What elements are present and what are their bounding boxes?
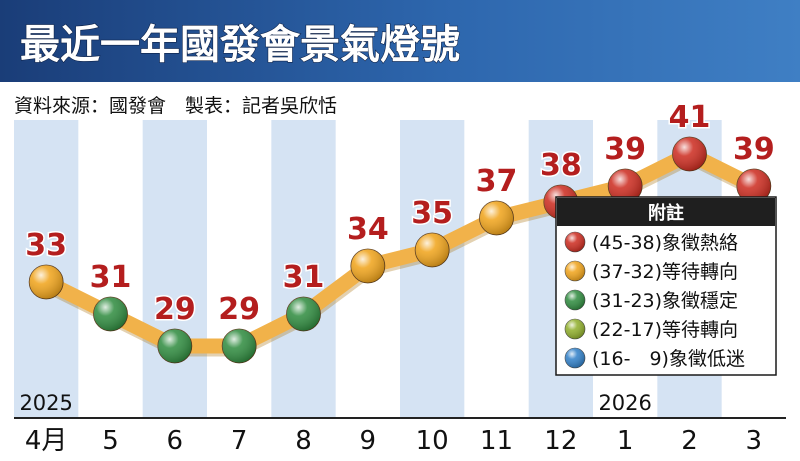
x-tick-label: 3 xyxy=(746,426,763,456)
data-point xyxy=(28,264,64,300)
legend-item: (37-32)等待轉向 xyxy=(564,260,738,283)
data-point xyxy=(286,296,321,332)
legend-item: (22-17)等待轉向 xyxy=(564,318,738,341)
year-labels: 2025 2026 xyxy=(19,391,651,415)
column-band xyxy=(271,120,336,418)
x-tick-label: 11 xyxy=(480,426,513,456)
x-tick-label: 1 xyxy=(617,426,634,456)
column-band xyxy=(400,120,465,418)
legend-item: (45-38)象徵熱絡 xyxy=(564,231,738,254)
legend-item-label: (45-38)象徵熱絡 xyxy=(592,232,738,254)
data-label: 34 xyxy=(347,212,389,247)
legend-item-label: (37-32)等待轉向 xyxy=(592,261,738,283)
data-label: 41 xyxy=(669,100,711,135)
data-label: 37 xyxy=(476,164,518,199)
data-point xyxy=(479,200,514,236)
source-credit: 資料來源：國發會 製表：記者吳欣恬 xyxy=(14,95,337,117)
data-labels: 33 31 29 29 31 34 35 37 38 39 41 39 xyxy=(24,99,776,329)
data-points xyxy=(28,136,772,364)
x-tick-label: 6 xyxy=(167,426,184,456)
data-point xyxy=(221,328,257,364)
year-label: 2026 xyxy=(598,391,651,415)
legend-box xyxy=(555,196,777,376)
legend-items: (45-38)象徵熱絡 (37-32)等待轉向 (31-23)象徵穩定 (22-17)… xyxy=(564,231,745,370)
data-label: 35 xyxy=(411,196,453,231)
title-banner xyxy=(0,0,800,82)
data-label: 39 xyxy=(733,132,775,167)
data-point xyxy=(414,232,450,268)
data-point xyxy=(672,136,707,172)
data-point xyxy=(607,168,643,204)
data-point xyxy=(93,296,128,332)
x-tick-label: 5 xyxy=(102,426,119,456)
data-label: 29 xyxy=(218,292,260,327)
x-tick-labels: 4月 5 6 7 8 9 10 11 12 1 2 3 xyxy=(25,426,762,456)
year-label: 2025 xyxy=(19,391,72,415)
data-label: 29 xyxy=(154,292,196,327)
legend-item-label: (22-17)等待轉向 xyxy=(592,319,738,341)
chart-title: 最近一年國發會景氣燈號 xyxy=(20,22,460,68)
legend-item-label: (16- 9)象徵低迷 xyxy=(592,348,745,370)
legend-title: 附註 xyxy=(648,202,684,224)
x-tick-label: 7 xyxy=(231,426,248,456)
legend-item-label: (31-23)象徵穩定 xyxy=(592,290,738,312)
x-tick-label: 9 xyxy=(360,426,377,456)
data-label: 31 xyxy=(90,260,132,295)
legend-item: (16- 9)象徵低迷 xyxy=(564,347,745,370)
x-tick-label: 4月 xyxy=(25,426,68,456)
data-label: 33 xyxy=(25,228,67,263)
legend: 附註 (45-38)象徵熱絡 (37-32)等待轉向 (31-23)象徵穩定 (22-… xyxy=(555,196,777,376)
legend-header xyxy=(557,198,775,226)
x-tick-label: 8 xyxy=(295,426,312,456)
column-band xyxy=(142,120,207,418)
x-tick-label: 10 xyxy=(416,426,449,456)
data-point xyxy=(350,248,386,284)
x-tick-label: 2 xyxy=(681,426,698,456)
data-label: 38 xyxy=(540,148,582,183)
data-label: 31 xyxy=(283,260,325,295)
data-point xyxy=(736,168,772,204)
legend-item: (31-23)象徵穩定 xyxy=(564,289,738,312)
x-tick-label: 12 xyxy=(544,426,577,456)
data-label: 39 xyxy=(604,132,646,167)
data-point xyxy=(157,328,193,364)
